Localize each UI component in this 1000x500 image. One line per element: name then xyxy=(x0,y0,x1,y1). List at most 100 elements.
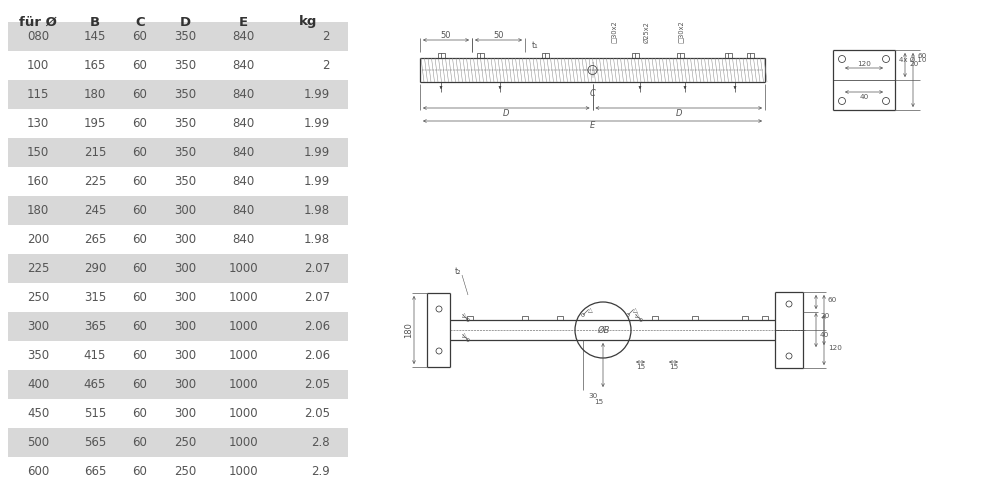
Text: 300: 300 xyxy=(27,320,49,333)
Text: 300: 300 xyxy=(174,204,196,217)
Text: 20: 20 xyxy=(909,61,918,67)
Text: 150: 150 xyxy=(27,146,49,159)
Text: 20: 20 xyxy=(820,313,829,319)
Text: 60: 60 xyxy=(133,436,147,449)
Bar xyxy=(8,283,348,312)
Bar xyxy=(8,196,348,225)
Text: △: △ xyxy=(633,307,638,312)
Text: 365: 365 xyxy=(84,320,106,333)
Text: 60: 60 xyxy=(133,378,147,391)
Text: 60: 60 xyxy=(133,146,147,159)
Bar xyxy=(8,254,348,283)
Text: 665: 665 xyxy=(84,465,106,478)
Text: 1.99: 1.99 xyxy=(304,117,330,130)
Text: 2: 2 xyxy=(322,30,330,43)
Text: 1000: 1000 xyxy=(228,407,258,420)
Text: 245: 245 xyxy=(84,204,106,217)
Text: 1.99: 1.99 xyxy=(304,88,330,101)
Text: 1.99: 1.99 xyxy=(304,146,330,159)
Text: 120: 120 xyxy=(828,345,842,351)
Text: 40: 40 xyxy=(859,94,869,100)
Text: 180: 180 xyxy=(27,204,49,217)
Bar xyxy=(8,167,348,196)
Text: 350: 350 xyxy=(174,88,196,101)
Bar xyxy=(742,316,748,320)
Text: 195: 195 xyxy=(84,117,106,130)
Text: 1000: 1000 xyxy=(228,262,258,275)
Text: B: B xyxy=(90,16,100,28)
Bar xyxy=(8,80,348,109)
Text: 250: 250 xyxy=(174,465,196,478)
Bar xyxy=(8,341,348,370)
Text: 465: 465 xyxy=(84,378,106,391)
Text: ØB: ØB xyxy=(597,326,609,334)
Text: 180: 180 xyxy=(404,322,414,338)
Bar xyxy=(477,53,484,58)
Text: E: E xyxy=(590,122,595,130)
Text: 2.05: 2.05 xyxy=(304,407,330,420)
Text: 350: 350 xyxy=(174,117,196,130)
Text: 1000: 1000 xyxy=(228,320,258,333)
Text: 50: 50 xyxy=(493,30,504,40)
Text: 300: 300 xyxy=(174,262,196,275)
Text: 2.8: 2.8 xyxy=(311,436,330,449)
Text: 840: 840 xyxy=(232,204,254,217)
Text: 60: 60 xyxy=(133,59,147,72)
Text: 60: 60 xyxy=(133,117,147,130)
Text: 1.98: 1.98 xyxy=(304,204,330,217)
Bar xyxy=(8,22,348,51)
Bar xyxy=(8,225,348,254)
Text: 60: 60 xyxy=(828,297,837,303)
Text: 080: 080 xyxy=(27,30,49,43)
Bar xyxy=(8,370,348,399)
Text: 15: 15 xyxy=(636,364,646,370)
Text: 60: 60 xyxy=(133,349,147,362)
Text: 1000: 1000 xyxy=(228,436,258,449)
Text: 2.05: 2.05 xyxy=(304,378,330,391)
Text: 60: 60 xyxy=(917,53,926,59)
Bar xyxy=(8,428,348,457)
Text: 250: 250 xyxy=(27,291,49,304)
Text: 350: 350 xyxy=(174,146,196,159)
Bar xyxy=(8,399,348,428)
Text: t₂: t₂ xyxy=(455,266,461,276)
Text: 350: 350 xyxy=(174,175,196,188)
Text: 350: 350 xyxy=(27,349,49,362)
Text: 1000: 1000 xyxy=(228,291,258,304)
Text: 2.06: 2.06 xyxy=(304,349,330,362)
Text: 60: 60 xyxy=(133,88,147,101)
Text: □30x2: □30x2 xyxy=(677,20,683,44)
Text: 840: 840 xyxy=(232,175,254,188)
Text: 60: 60 xyxy=(133,30,147,43)
Text: 265: 265 xyxy=(84,233,106,246)
Bar xyxy=(467,316,473,320)
Text: 400: 400 xyxy=(27,378,49,391)
Bar xyxy=(522,316,528,320)
Text: 50: 50 xyxy=(441,30,451,40)
Bar xyxy=(438,53,444,58)
Bar xyxy=(676,53,684,58)
Text: 2.07: 2.07 xyxy=(304,291,330,304)
Text: 225: 225 xyxy=(84,175,106,188)
Text: E: E xyxy=(238,16,248,28)
Text: 315: 315 xyxy=(84,291,106,304)
Text: 840: 840 xyxy=(232,146,254,159)
Bar xyxy=(652,316,658,320)
Text: 225: 225 xyxy=(27,262,49,275)
Text: 300: 300 xyxy=(174,407,196,420)
Text: 2.9: 2.9 xyxy=(311,465,330,478)
Text: 200: 200 xyxy=(27,233,49,246)
Bar xyxy=(557,316,563,320)
Text: t₁: t₁ xyxy=(532,42,539,50)
Text: 145: 145 xyxy=(84,30,106,43)
Text: C: C xyxy=(135,16,145,28)
Text: 40: 40 xyxy=(820,332,829,338)
Text: 840: 840 xyxy=(232,30,254,43)
Text: 165: 165 xyxy=(84,59,106,72)
Text: D: D xyxy=(179,16,191,28)
Text: 300: 300 xyxy=(174,291,196,304)
Text: 300: 300 xyxy=(174,233,196,246)
Text: 415: 415 xyxy=(84,349,106,362)
Text: 30: 30 xyxy=(588,393,598,399)
Text: 4x Ø 10: 4x Ø 10 xyxy=(899,57,926,63)
